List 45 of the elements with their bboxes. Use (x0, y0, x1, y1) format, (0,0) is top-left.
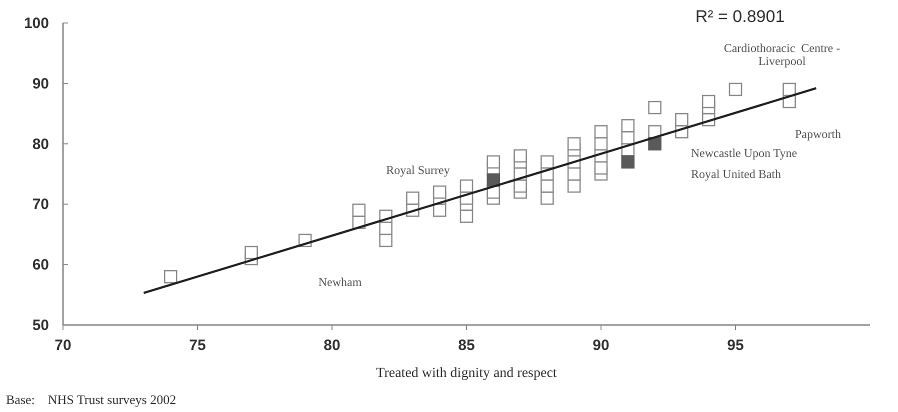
x-tick-label: 80 (324, 337, 340, 354)
point (244, 246, 258, 260)
annotation: Royal Surrey (386, 163, 450, 177)
point (486, 155, 500, 169)
point (621, 155, 635, 169)
annotation: Papworth (795, 127, 841, 141)
point (352, 204, 366, 217)
x-tick-label: 70 (54, 337, 72, 354)
annotation: R² = 0.8901 (695, 7, 785, 26)
point (621, 119, 635, 132)
y-tick-label: 60 (32, 256, 49, 274)
point (514, 149, 527, 163)
point (648, 100, 662, 114)
annotation: Newham (318, 275, 362, 289)
point (594, 125, 608, 138)
point (540, 155, 554, 169)
point (514, 179, 527, 193)
annotation: Royal United Bath (691, 167, 781, 181)
point (432, 185, 446, 199)
point (406, 192, 420, 205)
point (379, 234, 392, 248)
point (460, 179, 474, 193)
y-tick-label: 100 (24, 15, 49, 32)
point (567, 137, 581, 150)
point (728, 82, 742, 96)
point (486, 173, 500, 187)
x-tick-label: 90 (592, 337, 610, 354)
point (702, 94, 716, 108)
point (540, 192, 554, 205)
point (164, 270, 178, 284)
y-tick-label: 70 (32, 196, 49, 214)
x-tick-label: 85 (458, 337, 475, 354)
annotation: Newcastle Upon Tyne (690, 146, 798, 160)
point (675, 112, 688, 126)
y-tick-label: 80 (32, 136, 49, 153)
annotation: Cardiothoracic Centre - Liverpool (724, 41, 840, 68)
x-tick-label: 75 (189, 337, 206, 354)
point (782, 82, 796, 96)
point (432, 204, 446, 217)
x-tick-label: 95 (727, 337, 744, 354)
text: Base: NHS Trust surveys 2002 (6, 392, 176, 407)
y-tick-label: 90 (32, 75, 49, 92)
y-tick-label: 50 (32, 317, 49, 334)
point (648, 137, 662, 150)
x-axis-title: Treated with dignity and respect (376, 366, 557, 381)
